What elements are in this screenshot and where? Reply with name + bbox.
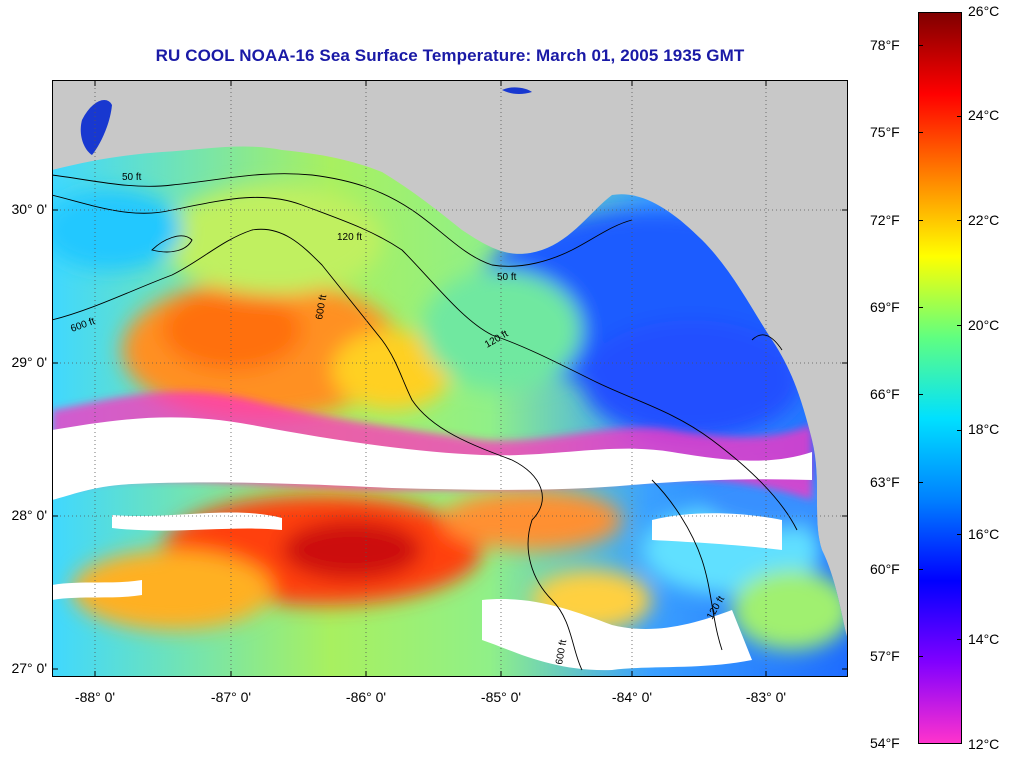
latitude-label: 29° 0'	[11, 354, 47, 370]
celsius-label: 14°C	[968, 631, 1000, 647]
celsius-label: 12°C	[968, 736, 1000, 752]
longitude-label: -86° 0'	[345, 689, 387, 705]
sst-map: 50 ft 120 ft 600 ft 120 ft 600 ft 50 ft …	[52, 80, 848, 677]
colorbar-tick	[957, 639, 962, 640]
colorbar-tick	[957, 430, 962, 431]
colorbar-tick	[918, 656, 923, 657]
longitude-label: -88° 0'	[74, 689, 116, 705]
celsius-label: 26°C	[968, 3, 1000, 19]
celsius-label: 24°C	[968, 107, 1000, 123]
fahrenheit-label: 57°F	[870, 648, 900, 664]
graticule	[52, 80, 848, 677]
fahrenheit-label: 60°F	[870, 561, 900, 577]
axis-ticks	[52, 80, 848, 677]
fahrenheit-label: 75°F	[870, 124, 900, 140]
latitude-label: 28° 0'	[11, 507, 47, 523]
longitude-label: -83° 0'	[745, 689, 787, 705]
contour-label: 600 ft	[554, 639, 569, 666]
longitude-label: -84° 0'	[611, 689, 653, 705]
celsius-label: 20°C	[968, 317, 1000, 333]
contour-label: 120 ft	[337, 232, 362, 243]
contour-label: 600 ft	[314, 294, 329, 321]
colorbar-tick	[957, 220, 962, 221]
fahrenheit-label: 72°F	[870, 212, 900, 228]
colorbar-tick	[957, 534, 962, 535]
celsius-label: 16°C	[968, 526, 1000, 542]
colorbar-tick	[918, 569, 923, 570]
map-border	[52, 80, 848, 677]
longitude-label: -85° 0'	[480, 689, 522, 705]
colorbar-tick	[957, 116, 962, 117]
fahrenheit-label: 66°F	[870, 386, 900, 402]
contour-label: 50 ft	[122, 172, 142, 183]
longitude-label: -87° 0'	[210, 689, 252, 705]
colorbar-tick	[918, 482, 923, 483]
colorbar-tick	[918, 220, 923, 221]
fahrenheit-label: 63°F	[870, 474, 900, 490]
colorbar-tick	[918, 132, 923, 133]
colorbar-tick	[957, 325, 962, 326]
latitude-label: 27° 0'	[11, 660, 47, 676]
map-title: RU COOL NOAA-16 Sea Surface Temperature:…	[155, 46, 745, 65]
colorbar-tick	[918, 307, 923, 308]
bathymetry-contours	[52, 173, 798, 671]
bay-features	[80, 87, 532, 155]
latitude-label: 30° 0'	[11, 201, 47, 217]
temperature-colorbar	[918, 12, 962, 744]
celsius-label: 22°C	[968, 212, 1000, 228]
colorbar-tick	[918, 394, 923, 395]
fahrenheit-label: 54°F	[870, 735, 900, 751]
contour-label: 50 ft	[497, 272, 517, 283]
fahrenheit-label: 69°F	[870, 299, 900, 315]
colorbar-tick	[918, 45, 923, 46]
fahrenheit-label: 78°F	[870, 37, 900, 53]
celsius-label: 18°C	[968, 421, 1000, 437]
